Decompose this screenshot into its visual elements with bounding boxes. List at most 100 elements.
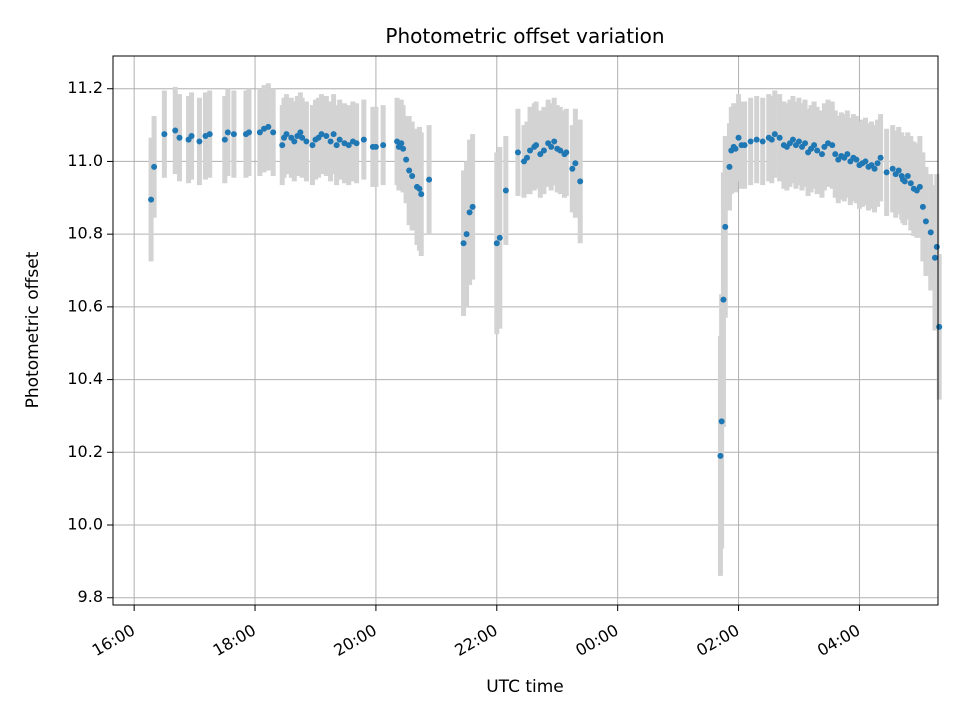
- data-point-104: [795, 138, 802, 145]
- data-point-131: [883, 169, 890, 176]
- data-point-122: [853, 156, 860, 163]
- data-point-43: [372, 143, 379, 150]
- data-point-132: [889, 165, 896, 172]
- data-point-91: [741, 142, 748, 149]
- data-point-59: [469, 203, 476, 210]
- x-axis-ticks: 16:00 18:00 20:00 22:00 00:00 02:00 04:00: [89, 605, 863, 660]
- x-tick-label-1: 18:00: [210, 620, 259, 660]
- data-point-85: [726, 163, 733, 170]
- data-point-137: [901, 178, 908, 185]
- data-point-84: [722, 223, 729, 230]
- data-point-32: [323, 132, 330, 139]
- data-point-70: [540, 147, 547, 154]
- data-point-111: [818, 151, 825, 158]
- data-point-109: [811, 142, 818, 149]
- data-points: [148, 123, 943, 459]
- data-point-112: [821, 143, 828, 150]
- data-point-62: [502, 187, 509, 194]
- data-point-34: [330, 131, 337, 138]
- data-point-17: [265, 123, 272, 130]
- data-point-69: [537, 151, 544, 158]
- data-point-98: [776, 134, 783, 141]
- data-point-53: [416, 185, 423, 192]
- data-point-97: [771, 131, 778, 138]
- data-point-79: [572, 160, 579, 167]
- data-point-78: [569, 165, 576, 172]
- x-tick-label-2: 20:00: [330, 620, 379, 660]
- data-point-19: [279, 142, 286, 149]
- data-point-14: [245, 129, 252, 136]
- data-point-18: [270, 129, 277, 136]
- plot-frame: [112, 55, 939, 606]
- data-point-55: [426, 176, 433, 183]
- data-point-115: [832, 151, 839, 158]
- data-point-25: [297, 129, 304, 136]
- data-point-4: [176, 134, 183, 141]
- data-point-92: [747, 138, 754, 145]
- data-point-110: [814, 147, 821, 154]
- data-point-21: [283, 131, 290, 138]
- data-point-36: [336, 136, 343, 143]
- data-point-35: [333, 142, 340, 149]
- data-point-75: [557, 147, 564, 154]
- x-tick-label-6: 04:00: [814, 620, 863, 660]
- data-point-48: [400, 145, 407, 152]
- data-point-1: [151, 163, 158, 170]
- data-point-9: [206, 131, 213, 138]
- chart-title: Photometric offset variation: [385, 24, 664, 48]
- data-point-56: [460, 240, 467, 247]
- data-point-142: [916, 183, 923, 190]
- data-point-96: [768, 136, 775, 143]
- data-point-77: [563, 149, 570, 156]
- data-point-51: [409, 172, 416, 179]
- data-point-125: [862, 158, 869, 165]
- y-axis-label: Photometric offset: [23, 251, 43, 408]
- data-point-40: [353, 140, 360, 147]
- data-point-81: [717, 452, 724, 459]
- data-point-143: [919, 203, 926, 210]
- data-point-147: [933, 243, 940, 250]
- error-bars: [148, 83, 942, 576]
- data-point-63: [514, 149, 521, 156]
- data-point-10: [221, 136, 228, 143]
- data-point-2: [161, 131, 168, 138]
- data-point-33: [327, 138, 334, 145]
- y-tick-label-6: 11.0: [67, 151, 103, 170]
- data-point-47: [398, 140, 405, 147]
- data-point-138: [904, 172, 911, 179]
- data-point-68: [533, 142, 540, 149]
- data-point-130: [877, 154, 884, 161]
- data-point-139: [907, 180, 914, 187]
- x-axis-label: UTC time: [486, 677, 564, 697]
- data-point-93: [753, 136, 760, 143]
- data-point-82: [718, 418, 725, 425]
- data-point-83: [720, 296, 727, 303]
- data-point-119: [844, 151, 851, 158]
- data-point-15: [256, 129, 263, 136]
- data-point-41: [360, 136, 367, 143]
- data-point-128: [871, 165, 878, 172]
- data-point-7: [196, 138, 203, 145]
- data-point-28: [309, 142, 316, 149]
- data-point-145: [927, 229, 934, 236]
- data-point-102: [789, 136, 796, 143]
- data-point-11: [224, 129, 231, 136]
- data-point-73: [551, 138, 558, 145]
- data-point-44: [380, 142, 387, 149]
- y-axis-ticks: 9.8 10.0 10.2 10.4 10.6 10.8 11.0 11.2: [67, 78, 113, 606]
- data-point-134: [895, 167, 902, 174]
- y-tick-label-4: 10.6: [67, 296, 103, 315]
- x-tick-label-5: 02:00: [693, 620, 742, 660]
- data-point-65: [524, 154, 531, 161]
- data-point-3: [172, 127, 179, 134]
- y-tick-label-7: 11.2: [67, 78, 103, 97]
- data-point-88: [732, 145, 739, 152]
- data-point-106: [802, 140, 809, 147]
- data-point-60: [493, 240, 500, 247]
- data-point-57: [463, 231, 470, 238]
- x-tick-label-3: 22:00: [451, 620, 500, 660]
- data-point-26: [299, 134, 306, 141]
- data-point-31: [318, 131, 325, 138]
- data-point-89: [735, 134, 742, 141]
